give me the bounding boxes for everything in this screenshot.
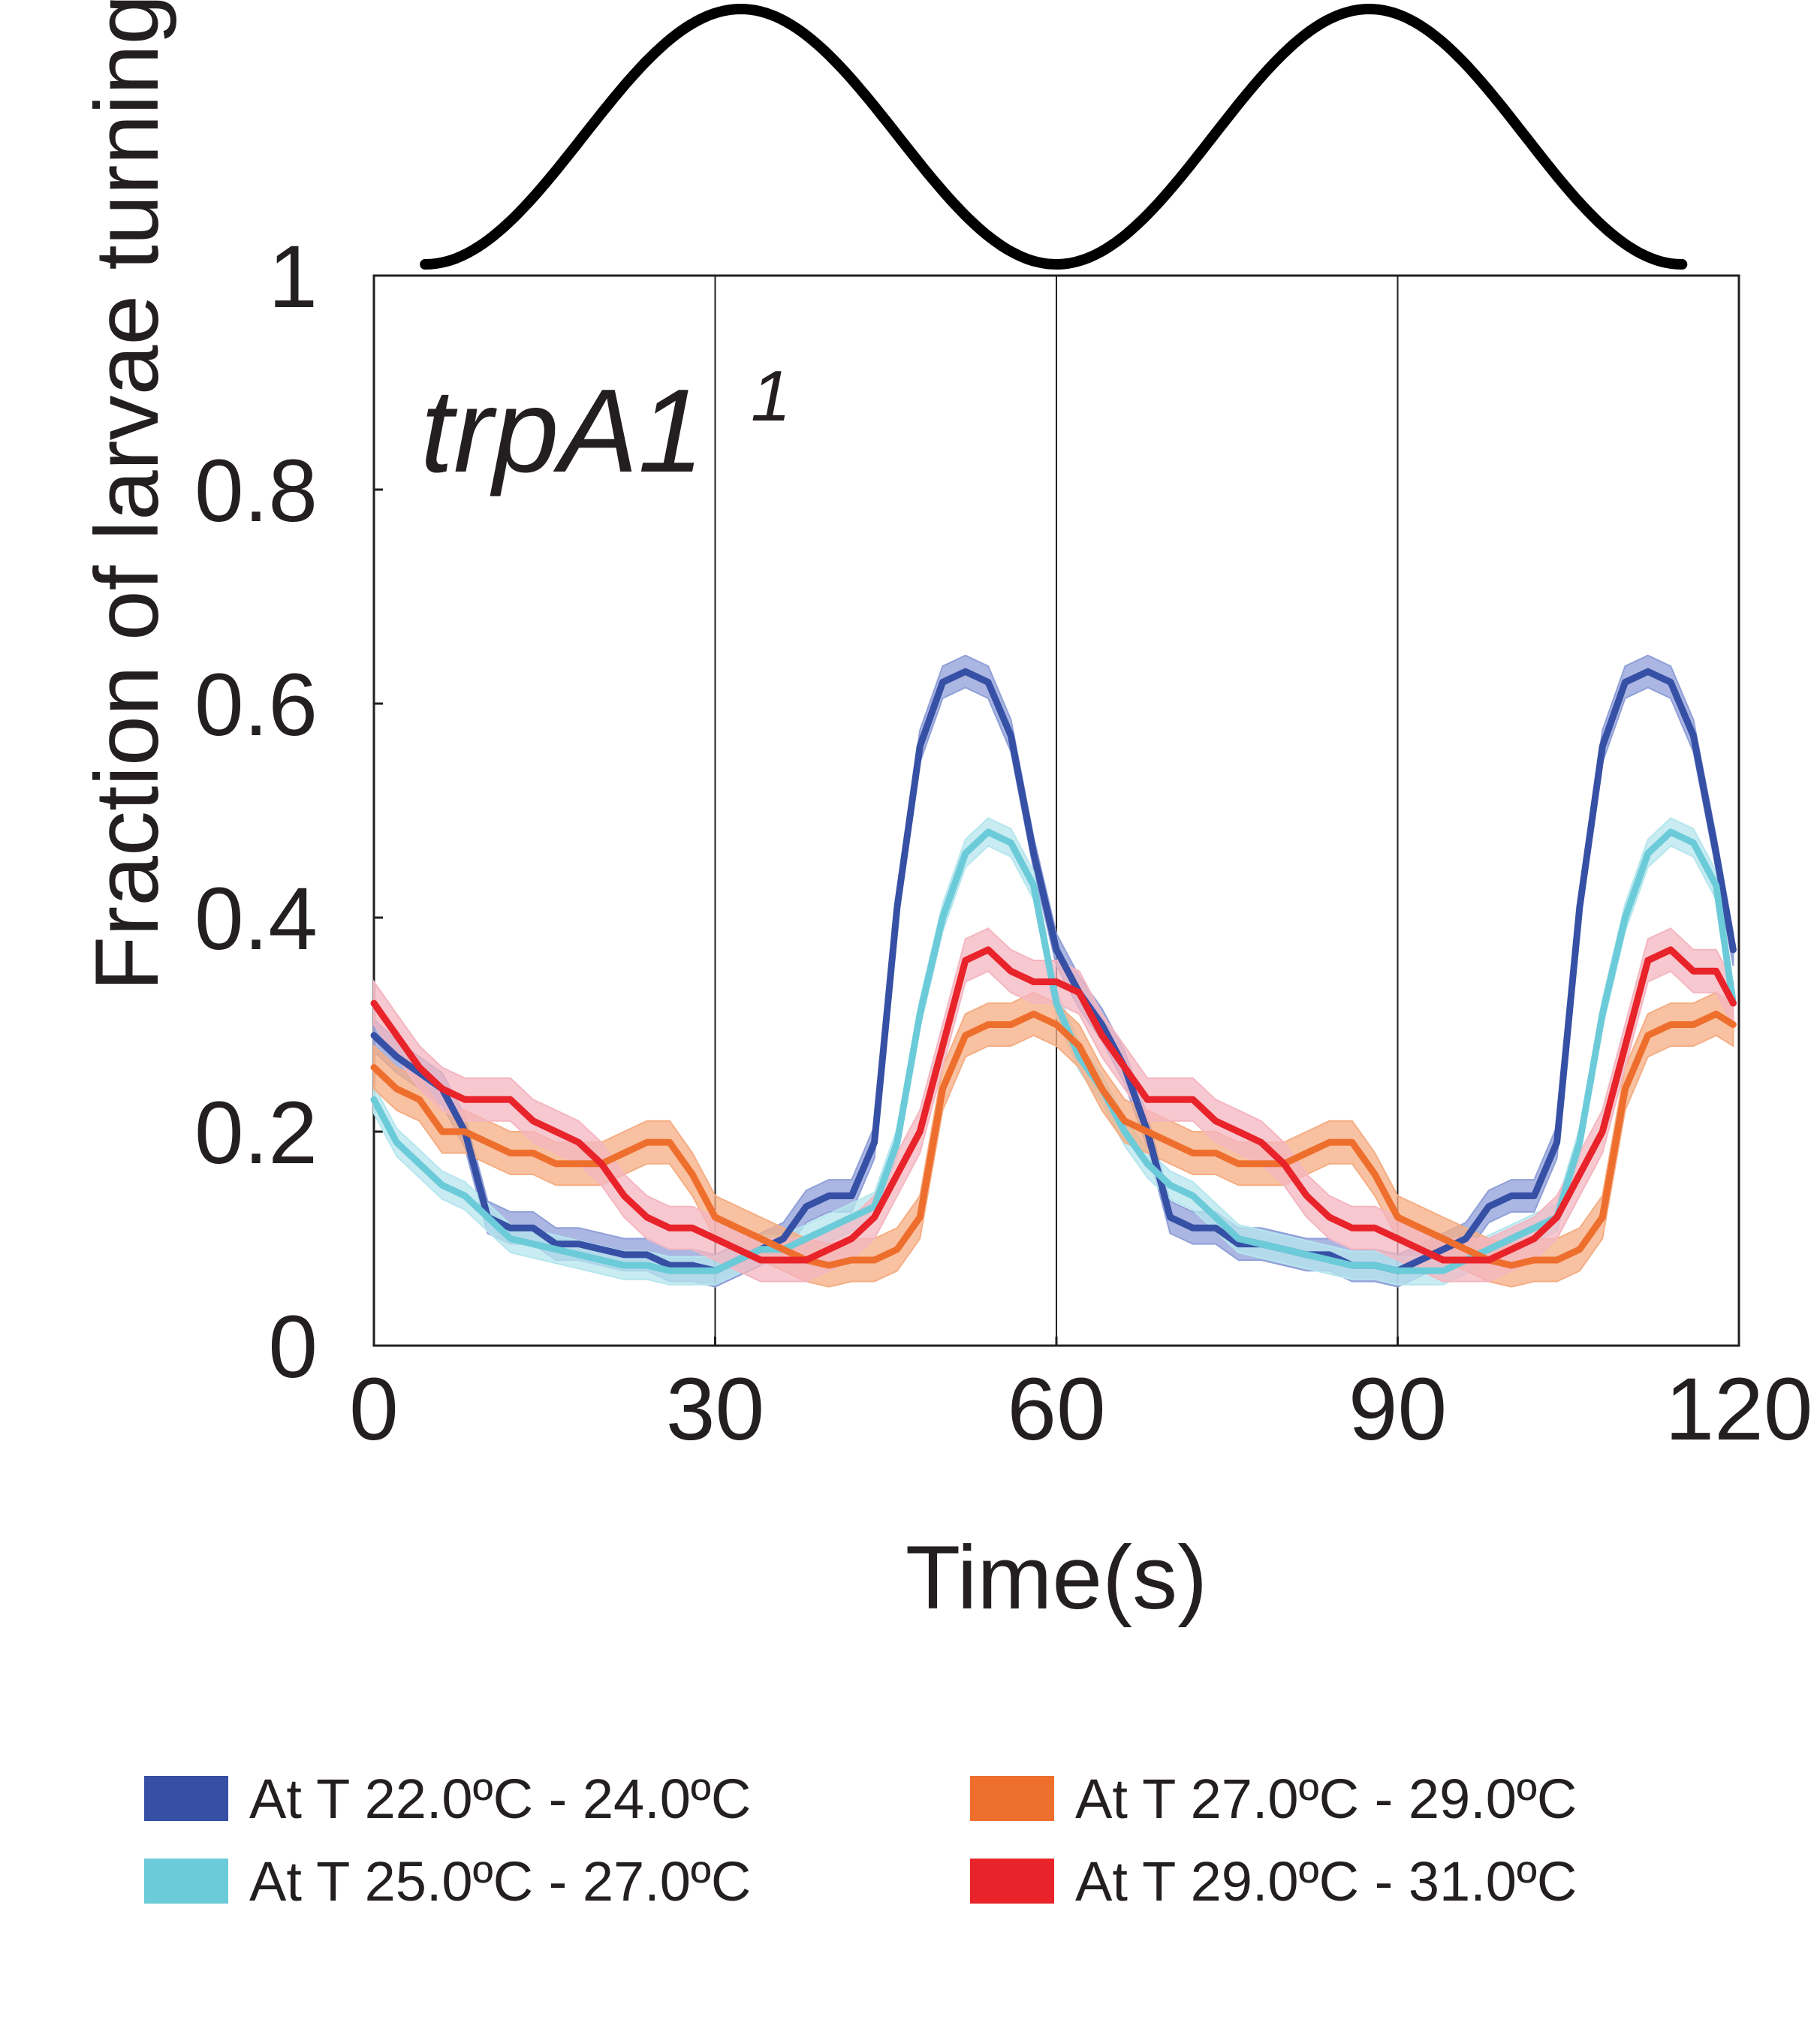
series-lines [370, 668, 1737, 1274]
x-tick-label: 60 [1007, 1360, 1105, 1459]
series-line [370, 668, 1737, 1274]
legend-swatch [144, 1859, 228, 1904]
y-tick-label: 0 [268, 1298, 318, 1397]
x-tick-label: 30 [666, 1360, 764, 1459]
legend-label: At T 25.0ºC - 27.0ºC [249, 1850, 751, 1913]
vertical-gridlines [714, 276, 1399, 1346]
x-tick-label: 120 [1665, 1360, 1811, 1459]
y-tick-label: 0.8 [194, 442, 318, 541]
axis-ticks [372, 274, 1740, 1347]
x-tick-labels: 0 30 60 90 120 [349, 1360, 1811, 1459]
legend: At T 22.0ºC - 24.0ºC At T 25.0ºC - 27.0ºC… [144, 1768, 1577, 1913]
legend-label: At T 27.0ºC - 29.0ºC [1075, 1768, 1577, 1830]
stimulus-waveform [420, 3, 1688, 270]
legend-swatch [144, 1776, 228, 1821]
y-axis-title: Fraction of larvae turning [77, 0, 177, 991]
x-axis-title: Time(s) [906, 1527, 1207, 1628]
panel-label: trpA1 [420, 365, 704, 497]
y-tick-label: 0.4 [194, 870, 318, 969]
y-tick-label: 0.6 [194, 656, 318, 755]
legend-label: At T 29.0ºC - 31.0ºC [1075, 1850, 1577, 1913]
y-tick-label: 1 [268, 228, 318, 327]
x-tick-label: 90 [1348, 1360, 1447, 1459]
legend-label: At T 22.0ºC - 24.0ºC [249, 1768, 751, 1830]
panel-label-superscript: 1 [751, 356, 791, 436]
y-tick-label: 0.2 [194, 1084, 318, 1183]
y-tick-labels: 0 0.2 0.4 0.6 0.8 1 [194, 228, 318, 1397]
x-tick-label: 0 [349, 1360, 399, 1459]
series-line [370, 946, 1737, 1264]
series-line [370, 828, 1737, 1274]
legend-swatch [970, 1776, 1054, 1821]
legend-swatch [970, 1859, 1054, 1904]
